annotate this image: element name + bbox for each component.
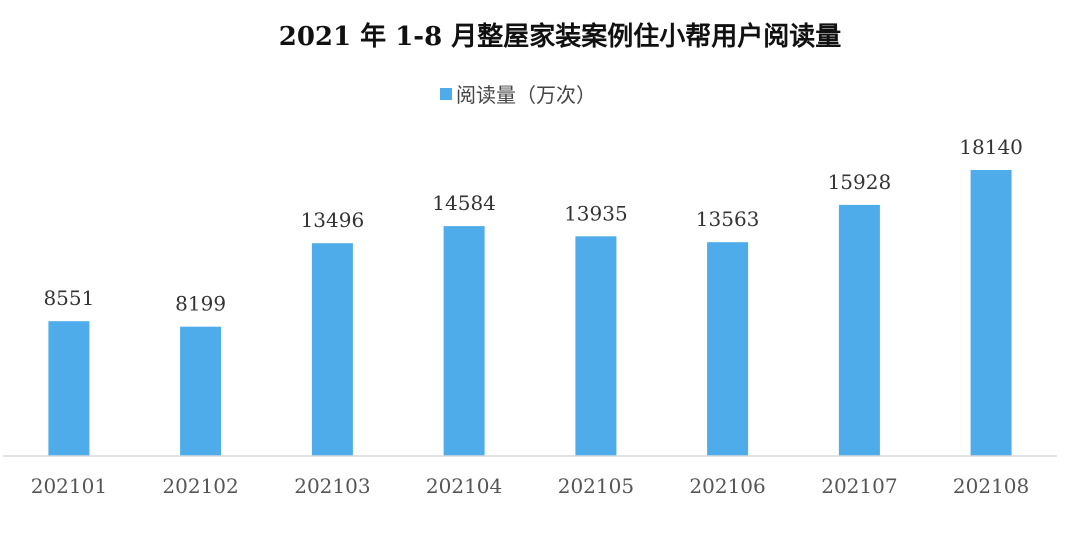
x-tick-labels-group: 202101 202102 202103 202104 202105 202106 2021… bbox=[31, 474, 1030, 498]
x-tick-label-202102: 202102 bbox=[162, 474, 238, 498]
legend-swatch bbox=[440, 88, 452, 100]
data-label-202105: 13935 bbox=[564, 201, 628, 225]
x-tick-label-202108: 202108 bbox=[953, 474, 1029, 498]
data-label-202103: 13496 bbox=[301, 208, 365, 232]
data-label-202106: 13563 bbox=[696, 207, 760, 231]
data-label-202104: 14584 bbox=[432, 191, 496, 215]
bars-group bbox=[48, 170, 1012, 456]
bar-202103 bbox=[311, 243, 353, 456]
x-tick-label-202103: 202103 bbox=[294, 474, 370, 498]
data-labels-group: 8551 8199 13496 14584 13935 13563 15928 18140 bbox=[43, 135, 1022, 316]
x-tick-label-202105: 202105 bbox=[558, 474, 634, 498]
x-tick-label-202104: 202104 bbox=[426, 474, 502, 498]
bar-202105 bbox=[575, 236, 617, 456]
data-label-202101: 8551 bbox=[43, 286, 94, 310]
x-tick-label-202107: 202107 bbox=[821, 474, 897, 498]
legend-label: 阅读量（万次） bbox=[456, 83, 596, 107]
bar-202108 bbox=[970, 170, 1012, 456]
legend: 阅读量（万次） bbox=[440, 83, 596, 107]
data-label-202107: 15928 bbox=[828, 170, 892, 194]
bar-202102 bbox=[180, 326, 222, 456]
x-tick-label-202106: 202106 bbox=[689, 474, 765, 498]
x-tick-label-202101: 202101 bbox=[31, 474, 107, 498]
data-label-202108: 18140 bbox=[959, 135, 1023, 159]
bar-202101 bbox=[48, 321, 90, 456]
chart-title: 2021 年 1-8 月整屋家装案例住小帮用户阅读量 bbox=[279, 21, 842, 52]
data-label-202102: 8199 bbox=[175, 292, 226, 316]
bar-202104 bbox=[443, 226, 485, 456]
bar-202106 bbox=[707, 242, 749, 456]
bar-202107 bbox=[838, 204, 880, 456]
